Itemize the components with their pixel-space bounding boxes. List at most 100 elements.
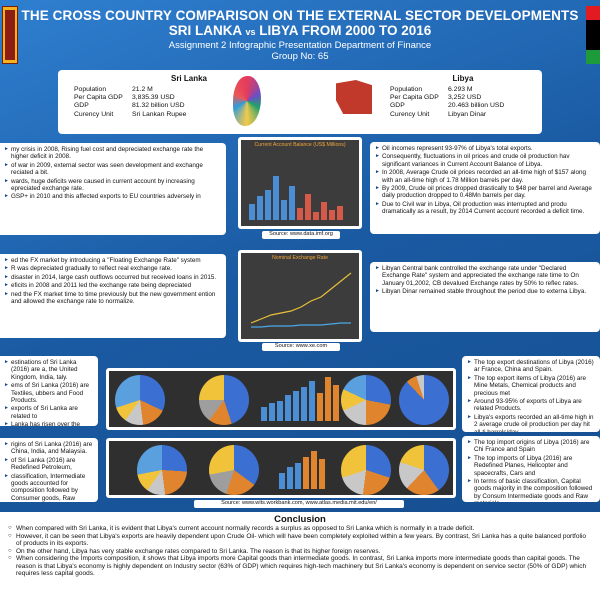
sl-exchange-rate-panel: ed the FX market by introducing a "Float…: [0, 254, 226, 338]
bullet-point: ems of Sri Lanka (2016) are Textiles, ub…: [4, 382, 93, 404]
imports-bars: [279, 451, 325, 489]
libya-fact-label: Population: [390, 86, 423, 93]
ly-export-destinations-pie: [341, 375, 391, 425]
libya-map-icon: [336, 80, 372, 114]
sri-lanka-fact-value: Sri Lankan Rupee: [132, 110, 187, 118]
libya-fact-label: GDP: [390, 102, 405, 110]
libya-fact-row: GDP 20.463 billion USD: [390, 102, 536, 110]
assignment-line: Assignment 2 Infographic Presentation De…: [168, 40, 432, 51]
sri-lanka-fact-value: 81.32 billion USD: [132, 102, 185, 110]
bullet-point: Due to Civil war in Libya, Oil productio…: [375, 201, 595, 216]
ly-exports-panel: The top export destinations of Libya (20…: [462, 356, 600, 432]
sl-current-account-panel: my crisis in 2008, Rising fuel cost and …: [0, 143, 226, 235]
bullet-point: ned the FX market time to time previousl…: [4, 291, 221, 306]
conclusion-title: Conclusion: [274, 514, 326, 525]
ly-import-items-pie: [399, 445, 449, 495]
bullet-point: eficits in 2008 and 2011 led the exchang…: [4, 282, 221, 290]
exchange-rate-chart-title: Nominal Exchange Rate: [272, 255, 328, 261]
sri-lanka-fact-row: GDP 81.32 billion USD: [74, 102, 304, 110]
exports-bars: [261, 377, 339, 421]
conclusion-section: Conclusion When compared with Sri Lanka,…: [0, 512, 600, 600]
sri-lanka-fact-row: Curency Unit Sri Lankan Rupee: [74, 111, 304, 119]
sri-lanka-info: Sri Lanka Population 21.2 M Per Capita GDP…: [68, 70, 310, 134]
bullet-point: wards, huge deficits were caused in curr…: [4, 178, 221, 193]
bullet-point: Oil incomes represent 93-97% of Libya's …: [375, 145, 595, 153]
exchange-rate-chart: Nominal Exchange Rate: [238, 250, 362, 342]
bullet-point: Libyan Central bank controlled the excha…: [375, 265, 595, 287]
bullet-point: On the other hand, Libya has very stable…: [8, 548, 592, 556]
bullet-point: Consequently, fluctuations in oil prices…: [375, 153, 595, 168]
libya-fact-label: Per Capita GDP: [390, 94, 439, 102]
group-line: Group No: 65: [271, 51, 329, 62]
sri-lanka-fact-label: Population: [74, 86, 107, 93]
ly-import-origins-pie: [341, 445, 391, 495]
bullet-point: When considering the Imports composition…: [8, 555, 592, 578]
libya-fact-row: Curency Unit Libyan Dinar: [390, 111, 536, 119]
sl-import-origins-pie: [137, 445, 187, 495]
source-imf: Source: www.data.imf.org: [262, 231, 340, 239]
sri-lanka-fact-row: Population 21.2 M: [74, 86, 304, 94]
bullet-point: The top imports of Libya (2016) are Rede…: [467, 455, 595, 477]
sri-lanka-fact-label: GDP: [74, 102, 89, 110]
sl-export-destinations-pie: [115, 375, 165, 425]
bullet-point: When compared with Sri Lanka, it is evid…: [8, 525, 592, 533]
imports-charts-strip: [106, 438, 456, 498]
libya-fact-value: 6.293 M: [448, 86, 473, 93]
ly-imports-panel: The top import origins of Libya (2016) a…: [462, 436, 600, 502]
poster-title: THE CROSS COUNTRY COMPARISON ON THE EXTE…: [21, 8, 579, 23]
libya-info: Libya Population 6.293 M Per Capita GDP 3,2…: [384, 70, 542, 134]
current-account-chart: Current Account Balance (US$ Millions): [238, 137, 362, 229]
libya-fact-value: 3,252 USD: [448, 94, 482, 102]
sri-lanka-fact-row: Per Capita GDP 3,835.39 USD: [74, 94, 304, 102]
bullet-point: of Sri Lanka (2016) are Redefined Petrol…: [4, 457, 93, 472]
bullet-point: Libya's exports recorded an all-time hig…: [467, 414, 595, 432]
bullet-point: Lanka has risen over the time despite 20…: [4, 421, 93, 426]
bullet-point: disaster in 2014, large cash outflows oc…: [4, 274, 221, 282]
bullet-point: my crisis in 2008, Rising fuel cost and …: [4, 146, 221, 161]
sl-imports-panel: rigins of Sri Lanka (2016) are China, In…: [0, 438, 98, 502]
libya-heading: Libya: [452, 74, 474, 83]
sri-lanka-heading: Sri Lanka: [170, 74, 207, 83]
libya-fact-label: Curency Unit: [390, 110, 430, 118]
bullet-point: GSP+ in 2010 and this affected exports t…: [4, 193, 221, 201]
country-info-box: Sri Lanka Population 21.2 M Per Capita GDP…: [58, 70, 542, 134]
source-wits: Source: www.wits.workbank.com, www.atlas…: [194, 500, 404, 508]
bullet-point: Around 93-95% of exports of Libya are re…: [467, 398, 595, 413]
ly-current-account-panel: Oil incomes represent 93-97% of Libya's …: [370, 142, 600, 234]
bullet-point: estinations of Sri Lanka (2016) are a, t…: [4, 359, 93, 381]
bullet-point: rigins of Sri Lanka (2016) are China, In…: [4, 441, 93, 456]
poster-header: THE CROSS COUNTRY COMPARISON ON THE EXTE…: [0, 0, 600, 72]
libya-flag-icon: [586, 6, 600, 64]
ly-export-items-pie: [399, 375, 449, 425]
bullet-point: The top export items of Libya (2016) are…: [467, 375, 595, 397]
libya-fact-value: 20.463 billion USD: [448, 102, 505, 110]
sri-lanka-fact-value: 21.2 M: [132, 86, 153, 93]
sri-lanka-fact-label: Curency Unit: [74, 110, 114, 118]
current-account-chart-title: Current Account Balance (US$ Millions): [254, 142, 346, 148]
source-xe: Source: www.xe.com: [262, 343, 340, 351]
sri-lanka-flag-icon: [2, 6, 18, 64]
bullet-point: However, it can be seen that Libya's exp…: [8, 533, 592, 548]
libya-fact-row: Per Capita GDP 3,252 USD: [390, 94, 536, 102]
sri-lanka-fact-label: Per Capita GDP: [74, 94, 123, 102]
bullet-point: The top import origins of Libya (2016) a…: [467, 439, 595, 454]
poster-subtitle: SRI LANKA vs LIBYA FROM 2000 TO 2016: [168, 23, 432, 38]
exports-charts-strip: [106, 368, 456, 430]
bullet-point: Libyan Dinar remained stable throughout …: [375, 288, 595, 296]
libya-fact-value: Libyan Dinar: [448, 110, 487, 118]
current-account-bars: [249, 176, 343, 220]
bullet-point: In 2008, Average Crude oil prices record…: [375, 169, 595, 184]
ly-exchange-rate-panel: Libyan Central bank controlled the excha…: [370, 262, 600, 332]
bullet-point: In terms of basic classification, Capita…: [467, 478, 595, 502]
sri-lanka-fact-value: 3,835.39 USD: [132, 94, 175, 102]
bullet-point: By 2009, Crude oil prices dropped drasti…: [375, 185, 595, 200]
sl-export-items-pie: [199, 375, 249, 425]
bullet-point: R was depreciated gradually to reflect r…: [4, 265, 221, 273]
bullet-point: ed the FX market by introducing a "Float…: [4, 257, 221, 265]
sl-import-items-pie: [209, 445, 259, 495]
bullet-point: of war in 2009, external sector was seen…: [4, 162, 221, 177]
sri-lanka-map-icon: [233, 76, 261, 126]
sl-exports-panel: estinations of Sri Lanka (2016) are a, t…: [0, 356, 98, 426]
bullet-point: The top export destinations of Libya (20…: [467, 359, 595, 374]
libya-fact-row: Population 6.293 M: [390, 86, 536, 94]
